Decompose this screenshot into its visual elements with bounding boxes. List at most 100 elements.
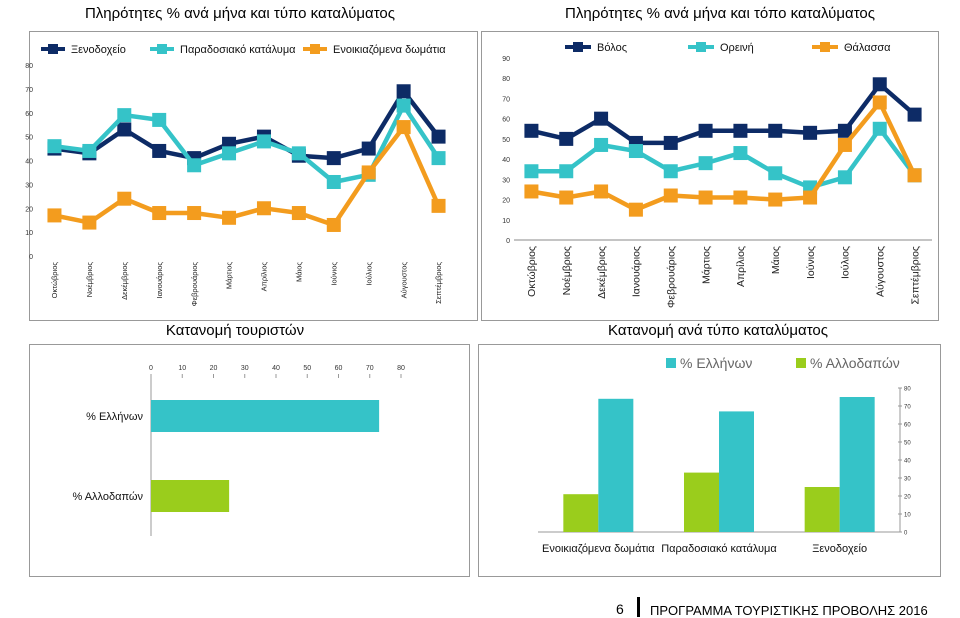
- chart2-data-point: [907, 168, 922, 183]
- chart2-data-point: [698, 123, 713, 138]
- chart1-data-point: [82, 143, 97, 158]
- chart1-xtick: Ιούνιος: [329, 262, 338, 286]
- chart4-frame: [478, 344, 941, 577]
- chart4-legend-swatch: [666, 358, 676, 368]
- chart2-data-point: [559, 164, 574, 179]
- chart1-xtick: Οκτώβριος: [50, 262, 59, 299]
- chart1-title: Πληρότητες % ανά μήνα και τύπο καταλύματ…: [84, 5, 396, 22]
- chart2-xtick: Σεπτέμβριος: [909, 246, 921, 305]
- chart2-data-point: [803, 125, 818, 140]
- chart3-category-label: % Αλλοδαπών: [72, 491, 143, 503]
- chart1-data-point: [361, 165, 376, 180]
- chart1-ytick: 30: [25, 182, 33, 189]
- chart2-xtick: Νοέμβριος: [561, 246, 573, 295]
- chart2-xtick: Απρίλιος: [735, 246, 747, 287]
- chart4-ytick: 80: [904, 387, 911, 393]
- chart2-data-point: [524, 123, 539, 138]
- chart2-data-point: [594, 184, 609, 199]
- chart2-xtick: Μάιος: [770, 246, 782, 274]
- chart1-data-point: [47, 208, 62, 223]
- chart2-data-point: [907, 107, 922, 122]
- chart1-xtick: Απρίλιος: [260, 262, 269, 292]
- chart3-xtick: 30: [241, 365, 249, 372]
- chart1-data-point: [152, 143, 167, 158]
- chart3-title: Κατανομή τουριστών: [165, 322, 305, 339]
- chart1-frame: [29, 31, 478, 321]
- chart3-xtick: 40: [272, 365, 280, 372]
- chart2-data-point: [698, 156, 713, 171]
- chart4-legend-swatch: [796, 358, 806, 368]
- chart2-title: Πληρότητες % ανά μήνα και τόπο καταλύματ…: [565, 5, 875, 22]
- chart1-legend-label: Παραδοσιακό κατάλυμα: [180, 44, 296, 56]
- chart1-data-point: [361, 141, 376, 156]
- chart4-ytick: 0: [904, 531, 908, 537]
- chart1-xtick: Μάιος: [295, 262, 304, 282]
- chart2-frame: [481, 31, 939, 321]
- chart1-data-point: [431, 151, 446, 166]
- chart2-data-point: [524, 164, 539, 179]
- chart4-category-label: Ενοικιαζόμενα δωμάτια: [542, 543, 655, 555]
- chart4-bar: [804, 487, 840, 532]
- chart1-xtick: Δεκέμβριος: [120, 262, 129, 300]
- chart1-data-point: [187, 158, 202, 173]
- chart1-data-point: [152, 112, 167, 127]
- chart1-xtick: Νοέμβριος: [85, 262, 94, 298]
- chart1-data-point: [326, 217, 341, 232]
- chart3-category-label: % Ελλήνων: [86, 411, 143, 423]
- chart3-xtick: 20: [210, 365, 218, 372]
- chart1-data-point: [256, 201, 271, 216]
- chart3-bar: [151, 400, 380, 432]
- chart2-data-point: [698, 190, 713, 205]
- chart2-data-point: [803, 190, 818, 205]
- chart1-ytick: 0: [29, 254, 33, 261]
- chart3-xtick: 70: [366, 365, 374, 372]
- chart2-xtick: Φεβρουάριος: [665, 246, 677, 308]
- chart4-ytick: 10: [904, 513, 911, 519]
- chart1-data-point: [291, 206, 306, 221]
- chart2-data-point: [559, 190, 574, 205]
- chart2-ytick: 30: [502, 177, 510, 184]
- chart4-bar: [719, 411, 754, 532]
- chart2-data-point: [594, 111, 609, 126]
- chart4-ytick: 50: [904, 441, 911, 447]
- chart1-data-point: [326, 174, 341, 189]
- chart2-xtick: Ιούλιος: [840, 246, 852, 279]
- chart1-ytick: 20: [25, 206, 33, 213]
- chart2-data-point: [594, 137, 609, 152]
- page-number: 6: [616, 601, 624, 617]
- chart1-data-point: [222, 146, 237, 161]
- chart1-legend-label: Ξενοδοχείο: [71, 44, 126, 56]
- chart4-ytick: 60: [904, 423, 911, 429]
- chart2-series-line: [531, 126, 917, 190]
- chart2-data-point: [768, 123, 783, 138]
- chart4-ytick: 40: [904, 459, 911, 465]
- chart1-data-point: [396, 98, 411, 113]
- chart1-legend-marker: [310, 44, 320, 54]
- chart3-bar: [151, 480, 230, 512]
- chart4-ytick: 20: [904, 495, 911, 501]
- chart1-data-point: [152, 206, 167, 221]
- chart2-ytick: 70: [502, 96, 510, 103]
- chart2-data-point: [663, 135, 678, 150]
- chart1-data-point: [431, 198, 446, 213]
- chart1-xtick: Φεβρουάριος: [190, 262, 199, 307]
- chart1-data-point: [117, 108, 132, 123]
- chart2-legend-marker: [820, 42, 830, 52]
- chart3-xtick: 60: [335, 365, 343, 372]
- chart1-xtick: Ιούλιος: [364, 262, 373, 286]
- chart1-ytick: 10: [25, 230, 33, 237]
- chart1-data-point: [117, 191, 132, 206]
- chart1-data-point: [431, 129, 446, 144]
- footer-text: ΠΡΟΓΡΑΜΜΑ ΤΟΥΡΙΣΤΙΚΗΣ ΠΡΟΒΟΛΗΣ 2016: [650, 603, 928, 618]
- chart2-ytick: 40: [502, 157, 510, 164]
- chart4-bar: [684, 472, 719, 532]
- chart1-data-point: [187, 206, 202, 221]
- chart1-data-point: [396, 84, 411, 99]
- chart4-ytick: 30: [904, 477, 911, 483]
- chart2-xtick: Ιούνιος: [805, 246, 817, 279]
- chart2-ytick: 10: [502, 218, 510, 225]
- chart1-data-point: [396, 120, 411, 135]
- chart4-category-label: Παραδοσιακό κατάλυμα: [661, 543, 777, 555]
- chart2-data-point: [837, 123, 852, 138]
